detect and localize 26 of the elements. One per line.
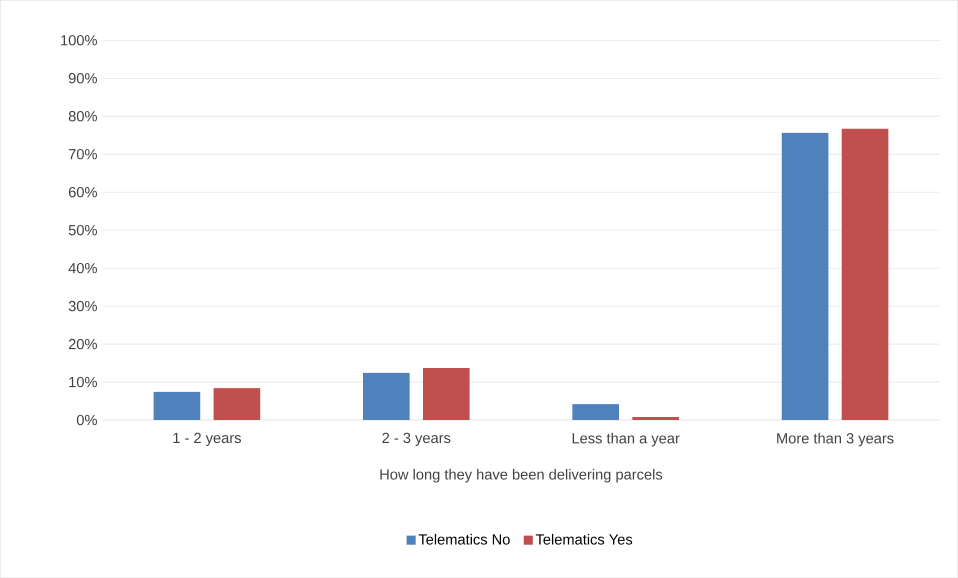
y-tick-label: 100% (61, 34, 97, 46)
y-tick-label: 50% (68, 224, 97, 236)
y-tick-label: 40% (68, 262, 97, 274)
bar (842, 128, 888, 420)
legend-label: Telematics Yes (536, 534, 632, 545)
bar (782, 132, 828, 420)
y-tick-label: 0% (76, 414, 97, 426)
y-tick-label: 60% (68, 186, 97, 198)
y-tick-label: 80% (68, 110, 97, 122)
bar (362, 372, 410, 420)
y-tick-label: 90% (68, 72, 97, 84)
bar (572, 404, 620, 420)
bar (154, 392, 200, 420)
x-axis-title: How long they have been delivering parcels (380, 468, 662, 482)
y-tick-label: 20% (68, 338, 97, 350)
y-tick-label: 70% (68, 148, 97, 160)
x-tick-label: Less than a year (572, 432, 680, 446)
bar (214, 388, 260, 420)
y-tick-label: 30% (68, 300, 97, 312)
bar (422, 368, 470, 420)
legend-label: Telematics No (418, 534, 510, 545)
bar (632, 416, 679, 420)
x-tick-label: More than 3 years (777, 432, 894, 446)
x-tick-label: 2 - 3 years (382, 432, 450, 446)
y-tick-label: 10% (69, 376, 97, 388)
x-tick-label: 1 - 2 years (173, 432, 241, 446)
